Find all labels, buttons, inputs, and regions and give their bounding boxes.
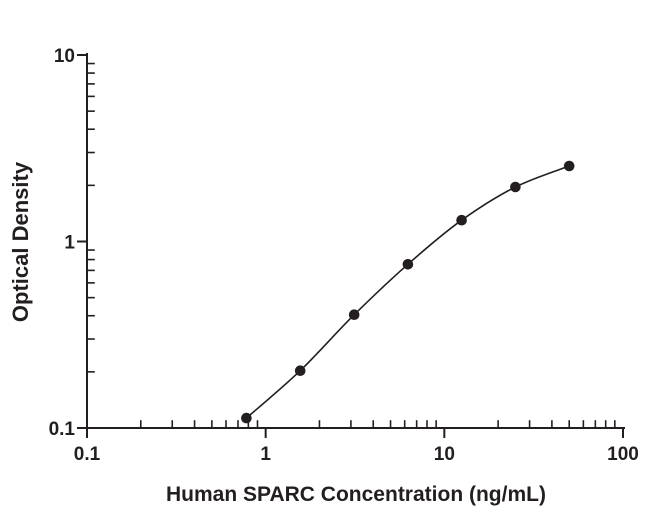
data-point-marker [241, 412, 252, 424]
y-tick-label: 0.1 [49, 419, 76, 440]
y-tick-label: 1 [64, 233, 75, 254]
data-point-marker [510, 181, 521, 193]
y-tick-label: 10 [54, 46, 75, 67]
x-tick-label: 100 [607, 444, 639, 465]
x-tick-label: 0.1 [74, 444, 101, 465]
data-point-marker [456, 214, 467, 226]
data-point-marker [563, 160, 575, 172]
y-axis-title: Optical Density [8, 161, 33, 322]
plot-axes-and-data: 0.1 1 10 100 0.1 1 10 [49, 46, 639, 465]
x-tick-label: 1 [260, 444, 271, 465]
data-point-marker [402, 259, 414, 270]
data-point-marker [348, 309, 360, 321]
x-tick-label: 10 [434, 444, 455, 465]
data-point-marker [294, 365, 306, 377]
x-axis-title: Human SPARC Concentration (ng/mL) [166, 483, 546, 506]
standard-curve-line [245, 165, 570, 419]
